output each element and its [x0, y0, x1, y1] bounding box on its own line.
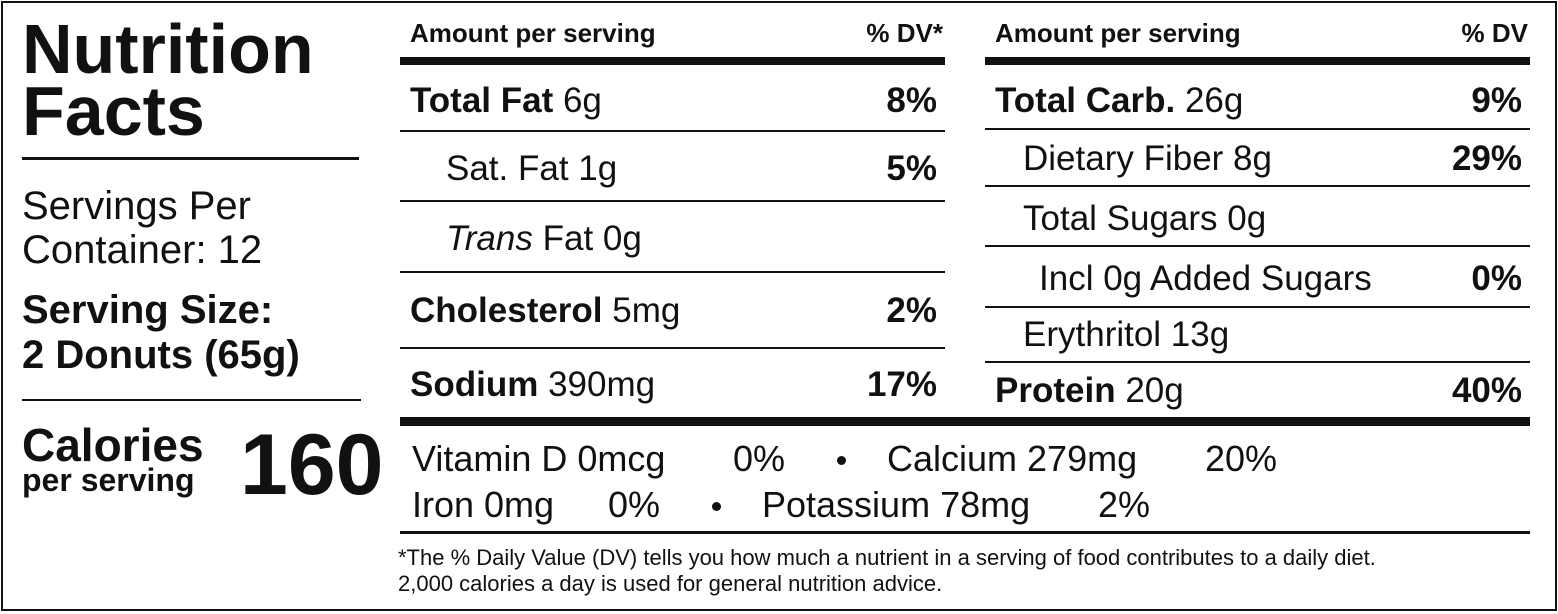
- nutrient-amount: 5mg: [612, 291, 681, 330]
- calories-sublabel: per serving: [22, 462, 195, 498]
- nutrient-amount: 20g: [1125, 371, 1184, 410]
- nutrient-row: Total Fat 6g: [410, 78, 602, 124]
- header-amount: Amount per serving: [995, 18, 1241, 48]
- nutrient-row: Incl 0g Added Sugars: [1039, 256, 1372, 302]
- nutrient-row: Cholesterol 5mg: [410, 288, 680, 334]
- nutrient-amount: Total Sugars 0g: [1023, 199, 1267, 238]
- nutrient-amount: 390mg: [548, 365, 656, 404]
- nutrient-row: Trans Fat 0g: [446, 216, 642, 262]
- rule: [22, 157, 359, 160]
- bullet: [712, 502, 721, 511]
- rule: [400, 417, 1530, 426]
- rule: [400, 347, 945, 349]
- nutrient-name: Total Carb.: [995, 81, 1176, 120]
- rule: [985, 57, 1530, 65]
- footnote: *The % Daily Value (DV) tells you how mu…: [398, 545, 1376, 570]
- nutrient-dv: 0%: [1471, 259, 1522, 298]
- rule: [400, 531, 1530, 534]
- nutrient-row: Dietary Fiber 8g: [1023, 136, 1272, 182]
- bullet: [837, 456, 846, 465]
- nutrient-row: Sat. Fat 1g: [446, 146, 617, 192]
- nutrient-name: Sodium: [410, 365, 539, 404]
- serving-size-value: 2 Donuts (65g): [22, 333, 300, 377]
- header-dv: % DV: [1461, 18, 1528, 48]
- header-amount: Amount per serving: [410, 18, 656, 48]
- vitamin-name: Vitamin D 0mcg: [412, 438, 666, 479]
- rule: [400, 57, 945, 65]
- calories-label: Calories: [22, 419, 204, 471]
- vitamin-name: Potassium 78mg: [762, 484, 1031, 525]
- nutrient-amount: Dietary Fiber 8g: [1023, 139, 1272, 178]
- rule: [400, 271, 945, 273]
- rule: [985, 306, 1530, 308]
- rule: [400, 130, 945, 132]
- vitamin-dv: 20%: [1205, 438, 1278, 479]
- nutrient-dv: 29%: [1451, 139, 1522, 178]
- nutrient-dv: 40%: [1451, 371, 1522, 410]
- rule: [985, 245, 1530, 247]
- vitamin-name: Iron 0mg: [412, 484, 555, 525]
- nutrient-row: Erythritol 13g: [1023, 312, 1229, 358]
- rule: [985, 361, 1530, 363]
- nutrient-amount: 26g: [1184, 81, 1244, 120]
- rule: [985, 128, 1530, 130]
- servings: Servings Per Container: 12: [22, 184, 263, 272]
- nutrient-amount: Fat 0g: [542, 219, 642, 258]
- vitamin-dv: 0%: [608, 484, 661, 525]
- nutrient-row: Protein 20g: [995, 368, 1184, 414]
- nutrient-dv: 2%: [886, 291, 937, 330]
- nutrient-name: Protein: [995, 371, 1116, 410]
- nutrient-dv: 9%: [1471, 81, 1522, 120]
- vitamin-dv: 2%: [1098, 484, 1151, 525]
- nutrient-name: Trans: [446, 219, 533, 258]
- rule: [22, 399, 361, 401]
- nutrient-amount: Sat. Fat 1g: [446, 149, 618, 188]
- rule: [400, 200, 945, 202]
- vitamin-dv: 0%: [733, 438, 786, 479]
- header-dv: % DV*: [866, 18, 943, 48]
- nutrient-dv: 8%: [886, 81, 937, 120]
- nutrient-row: Total Carb. 26g: [995, 78, 1243, 124]
- nutrient-row: Total Sugars 0g: [1023, 196, 1266, 242]
- nutrient-dv: 5%: [886, 149, 937, 188]
- calories-value: 160: [240, 417, 384, 513]
- footnote: 2,000 calories a day is used for general…: [398, 571, 943, 596]
- nutrient-amount: Incl 0g Added Sugars: [1039, 259, 1372, 298]
- title: Nutrition Facts: [22, 10, 314, 150]
- nutrient-amount: Erythritol 13g: [1023, 315, 1230, 354]
- rule: [985, 185, 1530, 187]
- nutrient-dv: 17%: [866, 365, 937, 404]
- vitamin-name: Calcium 279mg: [887, 438, 1138, 479]
- nutrient-row: Sodium 390mg: [410, 362, 655, 408]
- serving-size-label: Serving Size:: [22, 288, 274, 332]
- nutrient-name: Cholesterol: [410, 291, 603, 330]
- nutrient-name: Total Fat: [410, 81, 554, 120]
- nutrient-amount: 6g: [562, 81, 602, 120]
